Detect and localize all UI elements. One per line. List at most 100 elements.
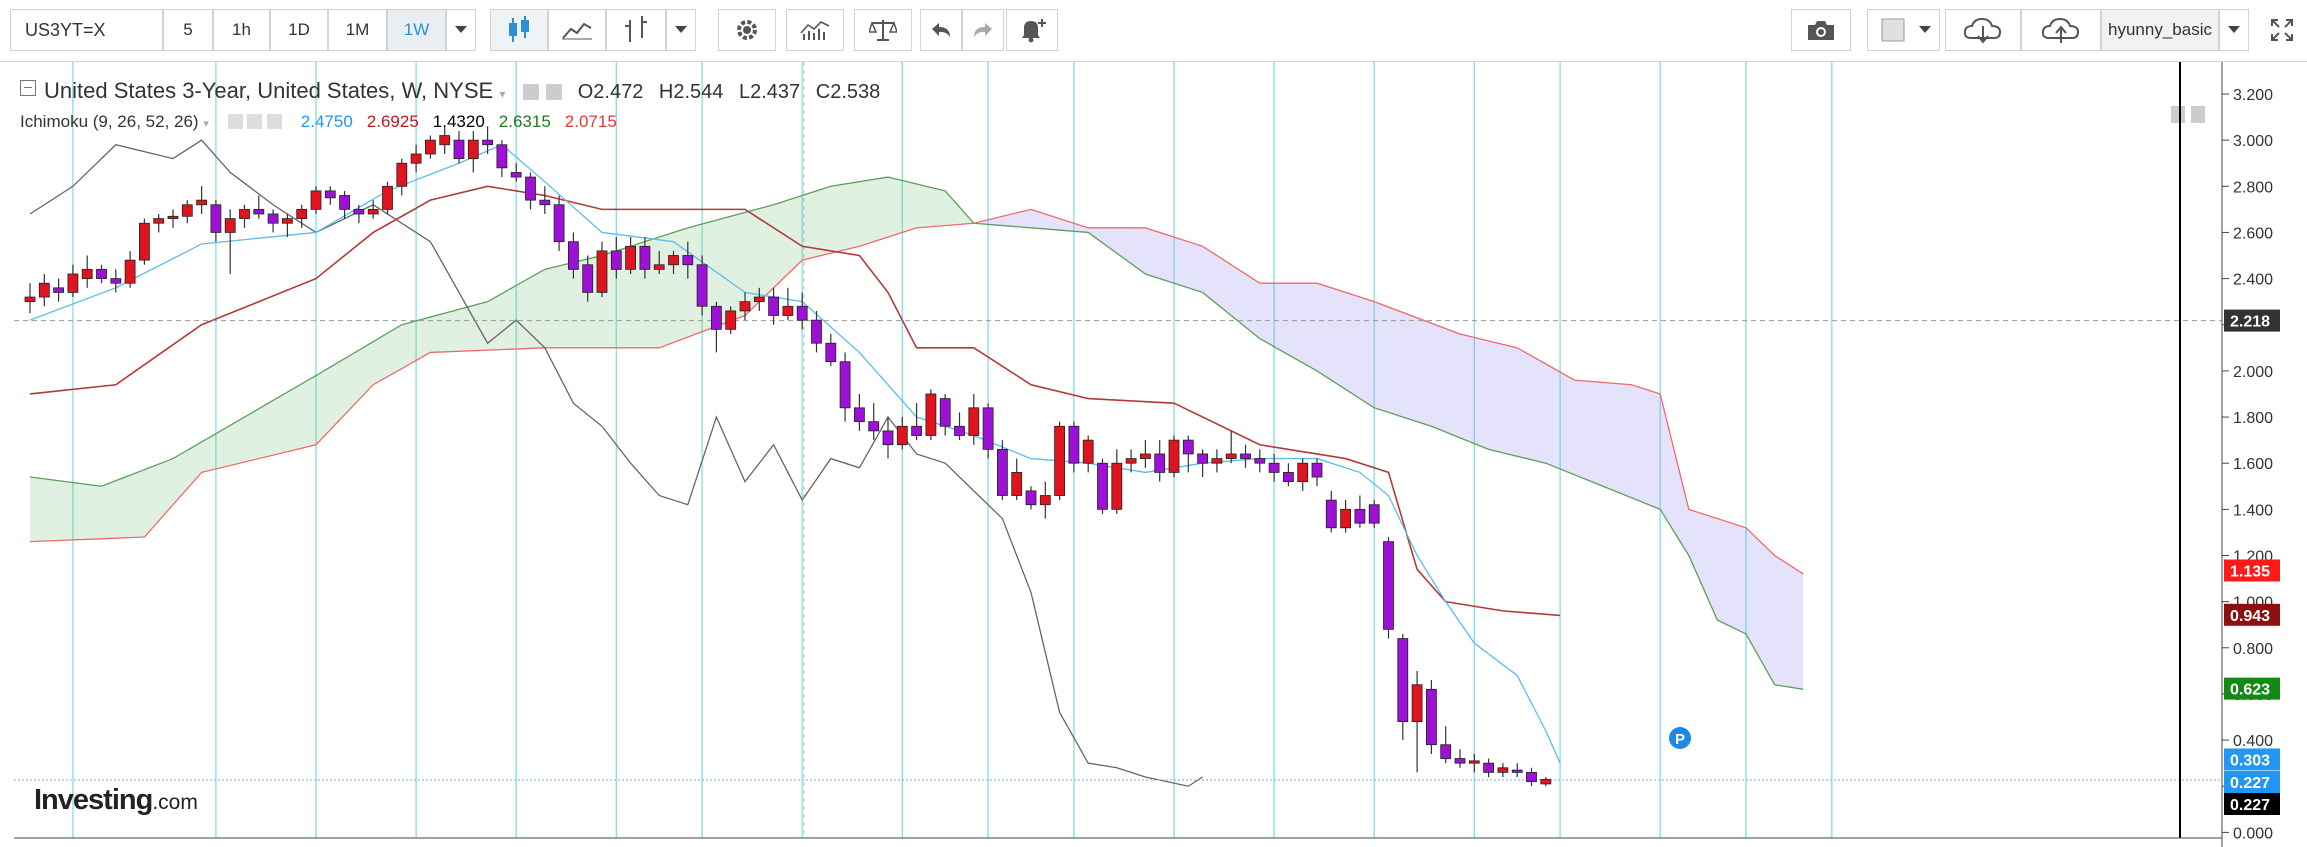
candle-body <box>510 172 522 178</box>
settings-button[interactable] <box>718 9 776 51</box>
candle-body <box>1039 495 1051 506</box>
candle-body <box>1197 453 1208 464</box>
lagging-span <box>29 139 1203 787</box>
color-dropdown[interactable] <box>1910 9 1940 51</box>
indicator-name: Ichimoku (9, 26, 52, 26) <box>20 112 199 131</box>
interval-1h-button[interactable]: 1h <box>213 9 270 51</box>
candles-style-button[interactable] <box>490 9 548 51</box>
candle <box>796 292 808 330</box>
candle <box>1182 435 1194 473</box>
candle <box>1111 449 1123 514</box>
indicator-remove-icon[interactable] <box>267 114 283 129</box>
candle-body <box>1025 490 1037 506</box>
candle-body <box>796 305 808 321</box>
y-tick-label: 2.800 <box>2233 179 2273 196</box>
candle-body <box>525 176 536 201</box>
candle-body <box>1483 762 1494 773</box>
price-label-text: 1.135 <box>2230 563 2270 580</box>
candle <box>868 403 880 441</box>
user-menu[interactable]: hyunny_basic <box>2101 9 2219 51</box>
indicator-value-2: 2.6925 <box>366 112 419 131</box>
legend-dropdown-icon[interactable]: ▾ <box>499 87 506 101</box>
snapshot-button[interactable] <box>1791 9 1851 51</box>
interval-dropdown[interactable] <box>446 9 476 51</box>
redo-button[interactable] <box>962 9 1004 51</box>
high-value: 2.544 <box>673 81 724 103</box>
bars-style-button[interactable] <box>606 9 666 51</box>
candle <box>968 393 980 445</box>
candle-body <box>81 268 93 279</box>
undo-icon <box>932 23 950 37</box>
candle-body <box>539 199 551 206</box>
price-label-text: 0.227 <box>2230 797 2270 814</box>
price-label: 0.227 <box>2224 793 2280 816</box>
open-label: O <box>577 81 594 103</box>
candle-body <box>1154 453 1166 473</box>
candle-body <box>1240 453 1251 459</box>
candle-body <box>1082 439 1094 464</box>
line-style-button[interactable] <box>548 9 606 51</box>
interval-5-button[interactable]: 5 <box>163 9 213 51</box>
fullscreen-button[interactable] <box>2262 9 2302 51</box>
price-label-text: 0.303 <box>2230 752 2270 769</box>
indicators-button[interactable] <box>786 9 844 51</box>
collapse-legend-icon[interactable] <box>20 80 36 96</box>
candle <box>138 218 150 265</box>
indicator-dropdown-icon[interactable]: ▾ <box>203 118 209 130</box>
alert-button[interactable] <box>1006 9 1058 51</box>
candle-body <box>210 204 222 233</box>
candle-body <box>38 282 50 298</box>
candle-body <box>1254 458 1266 464</box>
symbol-input[interactable]: US3YT=X <box>10 9 163 51</box>
candle-body <box>1540 778 1552 785</box>
candle-body <box>296 208 308 219</box>
candle <box>1468 753 1480 773</box>
y-tick-label: 2.000 <box>2233 364 2273 381</box>
interval-1d-button[interactable]: 1D <box>270 9 328 51</box>
candle-body <box>1211 458 1223 464</box>
undo-button[interactable] <box>920 9 962 51</box>
indicator-settings-icon[interactable] <box>247 114 263 129</box>
price-chart[interactable]: P 3.2003.0002.8002.6002.4002.2002.0001.8… <box>0 62 2307 847</box>
candle <box>1068 421 1080 473</box>
candle-body <box>653 264 665 270</box>
candle <box>1283 463 1294 487</box>
compare-button[interactable] <box>854 9 912 51</box>
candle <box>1483 758 1494 778</box>
low-label: L <box>739 81 751 103</box>
interval-1m-button[interactable]: 1M <box>328 9 387 51</box>
style-dropdown[interactable] <box>666 9 696 51</box>
save-chart-button[interactable] <box>2021 9 2101 51</box>
candle <box>911 403 922 441</box>
user-dropdown[interactable] <box>2219 9 2249 51</box>
series-settings-icon[interactable] <box>545 84 562 100</box>
candle <box>1383 537 1394 639</box>
candle <box>839 352 851 422</box>
cloud-upload-icon <box>2041 17 2080 43</box>
candle <box>467 130 479 173</box>
candle-body <box>1225 453 1237 459</box>
candle <box>882 417 894 459</box>
candle <box>167 209 179 228</box>
candle-body <box>367 208 379 215</box>
candle <box>353 204 365 224</box>
open-value: 2.472 <box>593 81 644 103</box>
candle <box>1411 670 1423 773</box>
redo-icon <box>974 23 992 37</box>
interval-1w-button[interactable]: 1W <box>387 9 446 51</box>
indicator-value-5: 2.0715 <box>564 112 617 131</box>
candle <box>725 306 737 334</box>
camera-icon <box>1808 21 1834 40</box>
y-tick-label: 1.800 <box>2233 410 2273 427</box>
candle <box>1011 458 1023 501</box>
indicator-visibility-icon[interactable] <box>227 114 243 129</box>
visibility-icon[interactable] <box>523 84 540 100</box>
candle <box>1325 490 1337 533</box>
candle-body <box>181 204 193 217</box>
gear-icon <box>737 20 757 40</box>
candle-body <box>482 139 494 146</box>
close-label: C <box>815 81 831 103</box>
price-label-bg <box>2224 603 2280 626</box>
load-chart-button[interactable] <box>1945 9 2021 51</box>
candle-body <box>839 361 851 409</box>
